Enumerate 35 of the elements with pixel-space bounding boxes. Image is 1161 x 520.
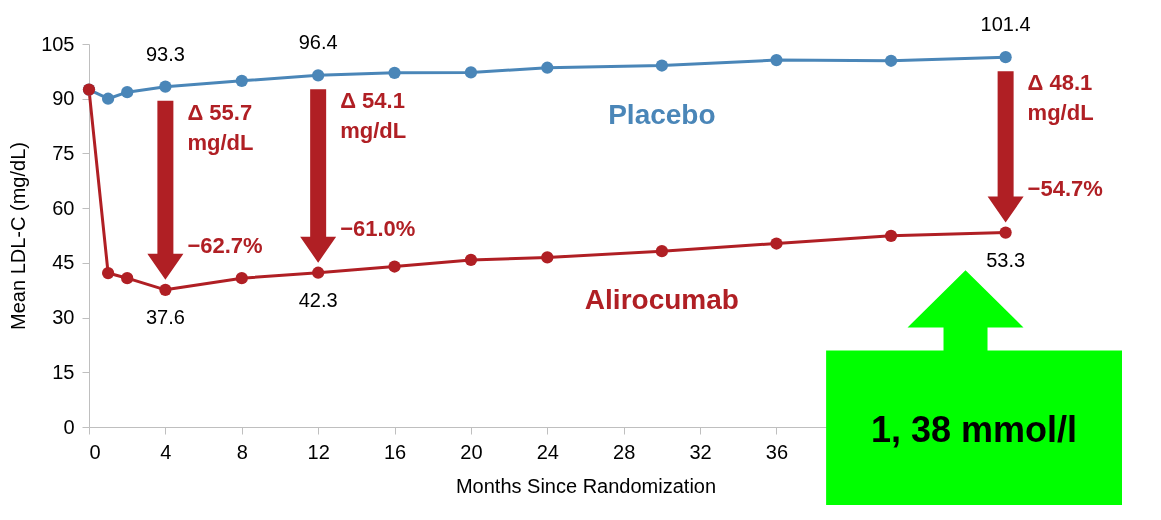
- annotation: −62.7%: [187, 232, 263, 258]
- data-label: 37.6: [145, 305, 185, 328]
- y-tick-label: 0: [63, 415, 75, 438]
- annotation: Δ 48.1 mg/dL: [1027, 70, 1094, 126]
- y-tick-label: 75: [52, 141, 75, 164]
- y-tick-label: 90: [52, 87, 75, 110]
- x-axis-title: Months Since Randomization: [455, 474, 717, 497]
- annotation: Δ 54.1 mg/dL: [340, 88, 407, 144]
- y-axis-title: Mean LDL-C (mg/dL): [7, 142, 30, 330]
- series-label: Alirocumab: [584, 284, 739, 316]
- x-tick-label: 0: [89, 440, 101, 463]
- y-tick-label: 105: [41, 32, 75, 55]
- x-tick-label: 28: [613, 440, 636, 463]
- annotation: −61.0%: [340, 215, 416, 241]
- x-tick-label: 4: [160, 440, 172, 463]
- series-label: Placebo: [608, 98, 716, 130]
- x-tick-label: 16: [383, 440, 407, 463]
- x-tick-label: 36: [765, 440, 789, 463]
- annotation: −54.7%: [1027, 175, 1103, 201]
- x-tick-label: 32: [689, 440, 712, 463]
- data-label: 93.3: [145, 42, 185, 65]
- x-tick-label: 20: [460, 440, 483, 463]
- x-tick-label: 8: [236, 440, 248, 463]
- annotation: 1, 38 mmol/l: [871, 408, 1078, 450]
- y-tick-label: 60: [52, 196, 75, 219]
- x-tick-label: 12: [307, 440, 330, 463]
- y-tick-label: 30: [52, 306, 75, 329]
- data-label: 96.4: [298, 31, 338, 54]
- annotation: Δ 55.7 mg/dL: [187, 99, 254, 155]
- data-label: 42.3: [298, 288, 338, 311]
- data-label: 101.4: [980, 13, 1031, 36]
- data-label: 53.3: [986, 248, 1026, 271]
- x-tick-label: 24: [536, 440, 559, 463]
- y-tick-label: 45: [52, 251, 75, 274]
- y-tick-label: 15: [52, 360, 75, 383]
